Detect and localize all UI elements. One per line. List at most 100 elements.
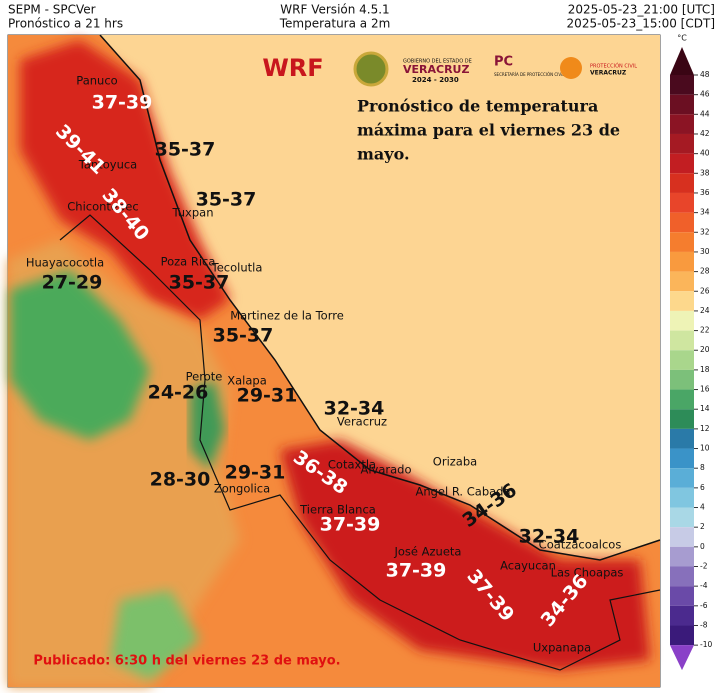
annotation: máxima para el viernes 23 de bbox=[357, 121, 620, 140]
colorbar-tick-label: 20 bbox=[700, 345, 710, 354]
range-label: 27-29 bbox=[42, 272, 103, 294]
header-left: Pronóstico a 21 hrs bbox=[8, 17, 123, 31]
colorbar-tick-label: 48 bbox=[700, 70, 710, 79]
footer: Publicado: 6:30 h del viernes 23 de mayo… bbox=[33, 654, 340, 669]
colorbar-tick-label: 8 bbox=[700, 463, 705, 472]
range-label: 29-31 bbox=[237, 385, 298, 407]
range-label: 35-37 bbox=[169, 272, 230, 294]
city-label: Tecolutla bbox=[211, 261, 263, 275]
colorbar-tick-label: 14 bbox=[700, 404, 710, 413]
city-label: Tierra Blanca bbox=[299, 503, 376, 517]
city-label: Martinez de la Torre bbox=[230, 309, 344, 323]
header-center: WRF Versión 4.5.1 bbox=[280, 3, 389, 17]
map-field bbox=[8, 34, 661, 687]
logo-pcv: VERACRUZ bbox=[590, 70, 627, 77]
logo-wrf: WRF bbox=[262, 54, 323, 82]
colorbar-tick-label: 44 bbox=[700, 109, 710, 118]
city-label: Panuco bbox=[76, 74, 117, 88]
colorbar-tick-label: -4 bbox=[700, 581, 708, 590]
logo-pcv: PROTECCIÓN CIVIL bbox=[590, 63, 637, 70]
colorbar-band bbox=[670, 271, 694, 292]
colorbar-band bbox=[670, 389, 694, 410]
range-label: 29-31 bbox=[225, 462, 286, 484]
city-label: Cotaxtla bbox=[328, 458, 376, 472]
colorbar-band bbox=[670, 94, 694, 115]
colorbar-tick-label: 4 bbox=[700, 503, 705, 512]
header-right: 2025-05-23_15:00 [CDT] bbox=[567, 17, 715, 31]
colorbar-band bbox=[670, 251, 694, 272]
colorbar-tick-label: 12 bbox=[700, 424, 710, 433]
range-label: 32-34 bbox=[519, 526, 580, 548]
logo-shield bbox=[353, 51, 389, 87]
range-label: 37-39 bbox=[92, 92, 153, 114]
logo-pc-icon bbox=[560, 57, 582, 79]
colorbar-band bbox=[670, 487, 694, 508]
range-label: 24-26 bbox=[148, 382, 209, 404]
colorbar-band bbox=[670, 330, 694, 351]
city-label: Alvarado bbox=[360, 463, 411, 477]
range-label: 37-39 bbox=[386, 560, 447, 582]
colorbar-band bbox=[670, 409, 694, 429]
colorbar-band bbox=[670, 291, 694, 311]
logo-pc: SECRETARÍA DE PROTECCIÓN CIVIL bbox=[494, 72, 565, 77]
colorbar-band bbox=[670, 566, 694, 587]
colorbar-tick-label: -6 bbox=[700, 601, 708, 610]
colorbar-band bbox=[670, 232, 694, 252]
colorbar-band bbox=[670, 114, 694, 134]
colorbar-tick-label: 18 bbox=[700, 365, 710, 374]
colorbar-tick-label: 46 bbox=[700, 90, 710, 99]
colorbar-band bbox=[670, 173, 694, 193]
colorbar-tick-label: 2 bbox=[700, 522, 705, 531]
colorbar-band bbox=[670, 212, 694, 233]
colorbar-band bbox=[670, 153, 694, 174]
colorbar-band bbox=[670, 468, 694, 488]
colorbar-tick-label: -2 bbox=[700, 562, 708, 571]
colorbar-tick-label: 42 bbox=[700, 129, 710, 138]
header-left: SEPM - SPCVer bbox=[8, 3, 96, 17]
colorbar-tick-label: 26 bbox=[700, 286, 710, 295]
logo-gov: 2024 - 2030 bbox=[412, 76, 459, 84]
colorbar-unit: °C bbox=[677, 34, 687, 43]
colorbar-top bbox=[670, 47, 694, 75]
city-label: Huayacocotla bbox=[26, 256, 104, 270]
city-label: Xalapa bbox=[227, 374, 267, 388]
city-label: Perote bbox=[186, 370, 223, 384]
range-label: 35-37 bbox=[213, 325, 274, 347]
colorbar-band bbox=[670, 428, 694, 449]
city-label: Acayucan bbox=[500, 559, 556, 573]
city-label: Chicontepec bbox=[67, 200, 138, 214]
colorbar-band bbox=[670, 507, 694, 528]
colorbar-band bbox=[670, 369, 694, 390]
city-label: Orizaba bbox=[433, 455, 477, 469]
colorbar-band bbox=[670, 350, 694, 370]
colorbar-tick-label: 24 bbox=[700, 306, 710, 315]
logo-pc: PC bbox=[494, 55, 513, 70]
colorbar-tick-label: 22 bbox=[700, 326, 710, 335]
annotation: mayo. bbox=[357, 145, 410, 164]
colorbar-tick-label: 32 bbox=[700, 227, 710, 236]
city-label: Tantoyuca bbox=[78, 158, 137, 172]
range-label: 28-30 bbox=[150, 469, 211, 491]
colorbar-band bbox=[670, 605, 694, 626]
colorbar-tick-label: 40 bbox=[700, 149, 710, 158]
city-label: Las Choapas bbox=[551, 566, 624, 580]
city-label: Angel R. Cabada bbox=[415, 485, 510, 499]
city-label: Uxpanapa bbox=[533, 641, 591, 655]
city-label: Zongolica bbox=[214, 482, 270, 496]
colorbar-band bbox=[670, 133, 694, 154]
header-center: Temperatura a 2m bbox=[279, 17, 391, 31]
colorbar-bottom bbox=[670, 645, 694, 671]
colorbar-band bbox=[670, 527, 694, 547]
colorbar-tick-label: 10 bbox=[700, 444, 710, 453]
range-label: 32-34 bbox=[324, 398, 385, 420]
colorbar-tick-label: -8 bbox=[700, 620, 708, 629]
colorbar-band bbox=[670, 310, 694, 331]
logo-gov: VERACRUZ bbox=[403, 63, 469, 76]
colorbar-band bbox=[670, 75, 694, 95]
colorbar-tick-label: 0 bbox=[700, 542, 705, 551]
city-label: Veracruz bbox=[337, 415, 387, 429]
colorbar-tick-label: 16 bbox=[700, 385, 710, 394]
colorbar-tick-label: 30 bbox=[700, 247, 710, 256]
city-label: Tuxpan bbox=[171, 206, 213, 220]
